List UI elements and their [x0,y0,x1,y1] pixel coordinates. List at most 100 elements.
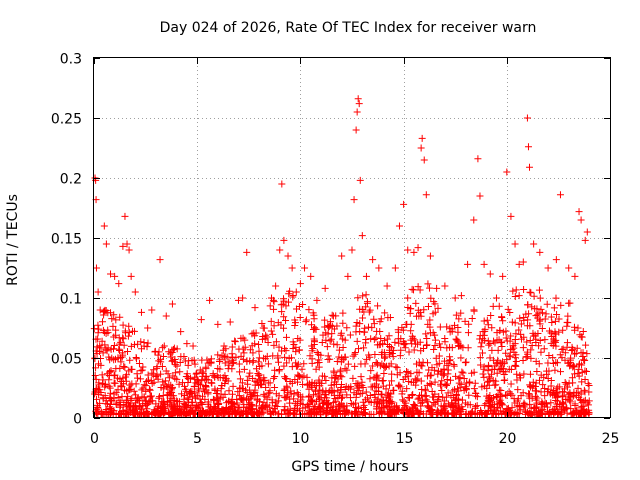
data-point [237,352,245,360]
data-point [401,402,409,410]
data-point [124,348,132,356]
y-tick-label: 0.15 [51,232,82,248]
data-point [101,341,109,349]
data-point [285,354,293,362]
data-point [262,403,270,411]
data-point [563,322,571,330]
data-point [395,222,403,230]
data-point [204,398,212,406]
data-point [159,353,167,361]
data-point [247,402,255,410]
data-point [370,320,378,328]
data-point [571,326,579,334]
data-point [577,349,585,357]
data-point [394,326,402,334]
data-point [334,375,342,383]
data-point [498,313,506,321]
data-point [268,399,276,407]
data-point [544,385,552,393]
data-point [386,381,394,389]
data-point [444,389,452,397]
data-point [445,359,453,367]
data-point [477,361,485,369]
data-point [539,381,547,389]
data-point [376,327,384,335]
data-point [305,306,313,314]
data-point [410,401,418,409]
data-point [187,389,195,397]
data-point [147,377,155,385]
data-point [498,342,506,350]
data-point [308,398,316,406]
data-point [232,410,240,418]
data-point [256,376,264,384]
data-point [571,350,579,358]
data-point [409,391,417,399]
data-point [319,399,327,407]
data-point [366,375,374,383]
data-point [274,354,282,362]
data-point [276,246,284,254]
data-point [160,381,168,389]
data-point [391,264,399,272]
data-point [270,305,278,313]
data-point [282,302,290,310]
data-point [95,379,103,387]
data-point [249,375,257,383]
data-point [436,323,444,331]
data-point [292,359,300,367]
data-point [103,370,111,378]
data-point [99,395,107,403]
data-point [451,397,459,405]
y-tick-label: 0.1 [60,292,82,308]
data-point [131,409,139,417]
data-point [321,372,329,380]
data-point [201,375,209,383]
data-point [244,380,252,388]
data-point [353,337,361,345]
data-point [148,369,156,377]
y-tick-label: 0.3 [60,52,82,68]
data-point [139,363,147,371]
data-point [396,383,404,391]
data-point [154,351,162,359]
data-point [410,346,418,354]
data-point [164,391,172,399]
data-point [417,408,425,416]
data-point [266,389,274,397]
data-point [394,335,402,343]
data-point [461,317,469,325]
data-point [145,385,153,393]
data-point [478,383,486,391]
data-point [496,326,504,334]
data-point [458,368,466,376]
data-point [528,342,536,350]
data-point [288,264,296,272]
data-point [380,354,388,362]
data-point [577,216,585,224]
data-point [408,285,416,293]
data-point [454,339,462,347]
data-point [202,408,210,416]
data-point [297,396,305,404]
data-point [447,376,455,384]
data-point [494,391,502,399]
data-point [240,349,248,357]
data-point [96,399,104,407]
data-point [280,324,288,332]
data-point [214,351,222,359]
data-point [467,410,475,418]
data-point [228,365,236,373]
data-point [544,359,552,367]
data-point [284,389,292,397]
data-point [414,395,422,403]
y-tick-label: 0.25 [51,112,82,128]
data-point [188,398,196,406]
data-point [576,360,584,368]
data-point [353,108,361,116]
data-point [176,358,184,366]
data-point [455,375,463,383]
data-point [561,349,569,357]
data-point [387,390,395,398]
data-point [424,403,432,411]
